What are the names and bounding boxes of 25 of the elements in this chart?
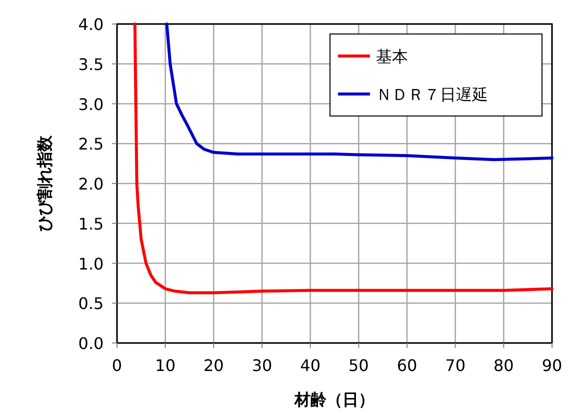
- x-tick-label: 70: [445, 356, 466, 375]
- x-tick-label: 80: [493, 356, 514, 375]
- line-series: [165, 22, 554, 162]
- y-tick-label: 3.0: [78, 94, 104, 114]
- y-tick-label: 1.0: [78, 254, 104, 274]
- y-tick-label: 0.0: [78, 334, 104, 353]
- x-tick-label: 30: [252, 356, 272, 375]
- y-tick-label: 3.5: [78, 54, 104, 74]
- y-tick-label: 2.5: [78, 134, 104, 154]
- line-series: [133, 22, 554, 294]
- x-tick-label: 90: [542, 356, 562, 375]
- y-axis-title: ひび割れ指数: [35, 134, 54, 232]
- x-tick-label: 50: [348, 356, 369, 375]
- legend-label: ＮＤＲ７日遅延: [376, 85, 488, 104]
- y-tick-label: 1.5: [78, 214, 104, 234]
- x-axis-title: 材齢（日）: [294, 390, 374, 409]
- y-tick-label: 4.0: [78, 15, 104, 34]
- legend-label: 基本: [376, 47, 408, 66]
- y-tick-label: 0.5: [78, 294, 104, 314]
- x-tick-label: 60: [396, 356, 418, 375]
- y-tick-label: 2.0: [78, 174, 104, 194]
- x-tick-label: 10: [155, 356, 176, 375]
- x-tick-label: 20: [203, 356, 224, 375]
- x-tick-label: 40: [300, 356, 321, 375]
- x-tick-label: 0: [112, 356, 122, 375]
